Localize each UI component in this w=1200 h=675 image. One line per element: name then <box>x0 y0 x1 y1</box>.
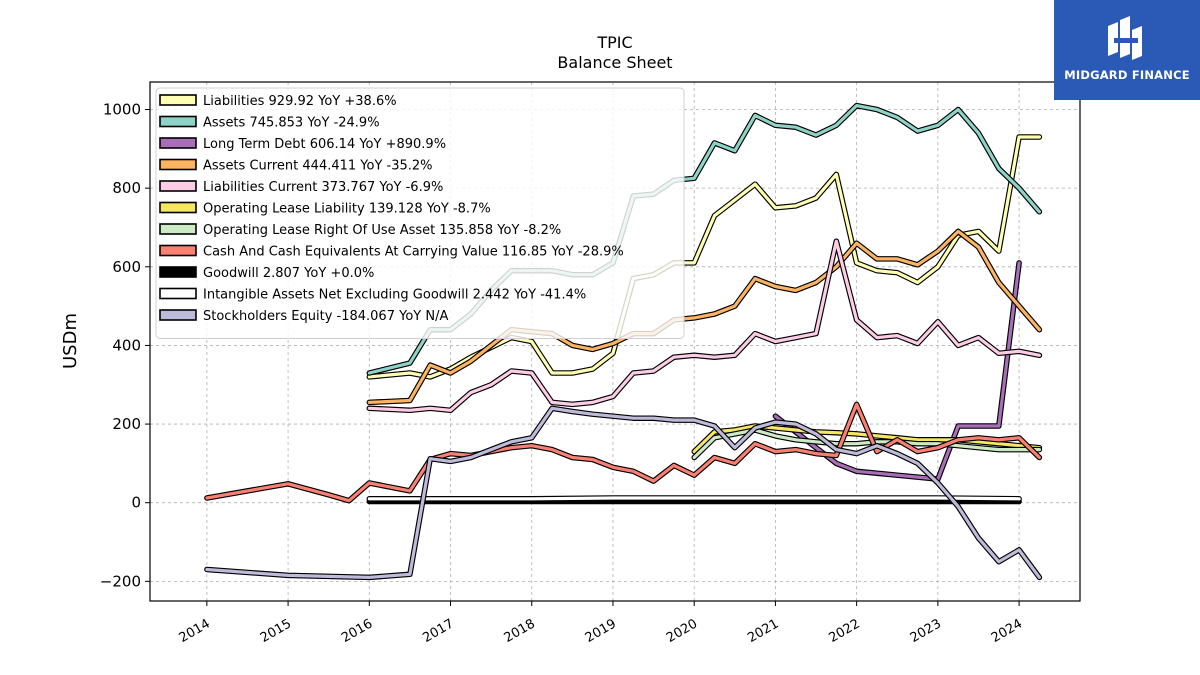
x-tick-label: 2015 <box>258 616 294 646</box>
legend-box <box>155 87 685 339</box>
legend-swatch <box>159 309 197 321</box>
brand-name: MIDGARD FINANCE <box>1064 68 1190 82</box>
y-tick-label: 800 <box>112 179 141 197</box>
x-tick-label: 2016 <box>339 616 375 646</box>
legend-swatch <box>159 137 197 149</box>
plot-frame <box>149 81 1081 602</box>
y-tick-label: −200 <box>100 572 141 590</box>
x-tick-label: 2020 <box>664 616 700 646</box>
y-axis-label: USDm <box>60 313 81 369</box>
x-tick-label: 2018 <box>502 616 538 646</box>
legend-label: Goodwill 2.807 YoY +0.0% <box>203 266 374 281</box>
y-tick-label: 0 <box>131 494 141 512</box>
legend-swatch <box>159 94 197 106</box>
legend-swatch <box>159 158 197 171</box>
legend-swatch <box>159 115 197 128</box>
legend-swatch <box>159 180 197 192</box>
legend-label: Operating Lease Right Of Use Asset 135.8… <box>203 223 561 238</box>
series-line <box>367 496 1021 501</box>
legend-label: Assets Current 444.411 YoY -35.2% <box>203 159 433 174</box>
y-tick-label: 200 <box>112 415 141 433</box>
series-line <box>205 406 1042 580</box>
series-line <box>367 135 1042 379</box>
series-line <box>367 229 1042 404</box>
x-tick-label: 2017 <box>420 616 456 646</box>
legend-label: Liabilities 929.92 YoY +38.6% <box>203 94 397 109</box>
x-tick-label: 2023 <box>908 616 944 646</box>
legend-swatch <box>159 244 197 257</box>
x-tick-label: 2014 <box>177 616 213 646</box>
legend-label: Liabilities Current 373.767 YoY -6.9% <box>203 180 443 195</box>
x-tick-label: 2024 <box>989 616 1025 646</box>
x-tick-label: 2021 <box>745 616 781 646</box>
series-liabilities <box>366 134 1043 380</box>
brand-mark-icon <box>1108 16 1142 60</box>
series-lines <box>204 102 1043 581</box>
legend-label: Intangible Assets Net Excluding Goodwill… <box>203 288 586 303</box>
legend-swatch <box>159 266 197 278</box>
chart-subtitle: Balance Sheet <box>557 53 672 72</box>
y-tick-label: 600 <box>112 258 141 276</box>
series-line <box>773 261 1021 481</box>
legend-label: Operating Lease Liability 139.128 YoY -8… <box>203 202 491 217</box>
x-tick-label: 2022 <box>826 616 862 646</box>
legend-swatch <box>159 287 197 300</box>
legend: Liabilities 929.92 YoY +38.6% Assets 745.… <box>155 87 685 339</box>
series-long-term-debt <box>772 260 1022 482</box>
y-tick-label: 400 <box>112 336 141 354</box>
y-tick-label: 1000 <box>103 101 141 119</box>
series-intangible-assets-net-excluding-goodwill <box>366 495 1022 502</box>
legend-label: Stockholders Equity -184.067 YoY N/A <box>203 309 448 324</box>
chart-title: TPIC <box>596 33 632 52</box>
series-stockholders-equity <box>204 405 1043 581</box>
x-tick-label: 2019 <box>583 616 619 646</box>
legend-swatch <box>159 201 197 214</box>
legend-label: Long Term Debt 606.14 YoY +890.9% <box>203 137 446 152</box>
series-line <box>367 239 1042 412</box>
series-assets-current <box>366 228 1043 406</box>
legend-swatch <box>159 223 197 235</box>
brand-logo: MIDGARD FINANCE <box>1054 0 1200 100</box>
legend-label: Assets 745.853 YoY -24.9% <box>203 116 380 131</box>
x-axis: 2014 2015 2016 2017 2018 2019 2020 2021 2022 2023… <box>177 601 1025 646</box>
y-axis: −200 0 200 400 600 800 1000 <box>100 101 150 590</box>
series-liabilities-current <box>366 238 1043 414</box>
legend-label: Cash And Cash Equivalents At Carrying Va… <box>203 245 624 260</box>
